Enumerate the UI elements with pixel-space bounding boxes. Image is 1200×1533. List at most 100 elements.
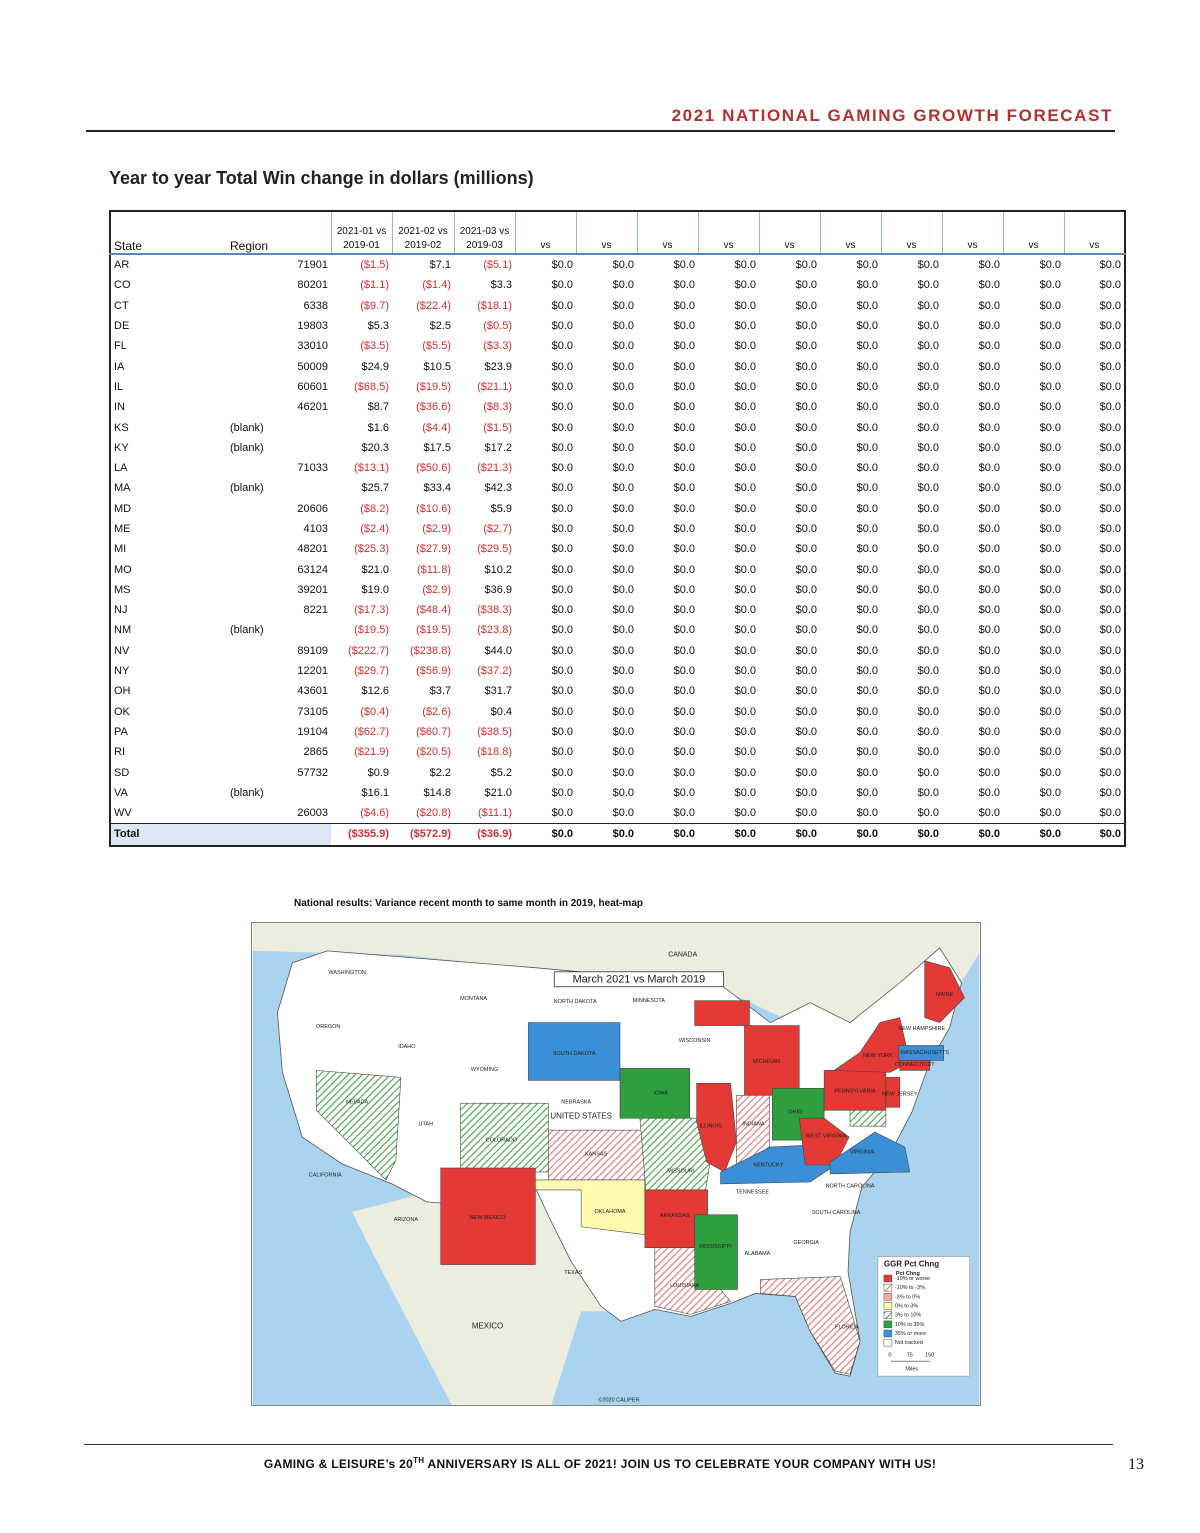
table-cell: $0.0 [795, 502, 817, 515]
legend-label: Not tracked [895, 1340, 923, 1346]
table-cell: ($238.8) [410, 644, 451, 657]
table-cell: $0.0 [795, 685, 817, 698]
table-cell: $0.0 [1039, 502, 1061, 515]
table-cell: $12.6 [361, 685, 389, 698]
table-cell: 50009 [297, 360, 328, 373]
table-cell: $0.0 [978, 360, 1000, 373]
table-cell: $0.0 [917, 725, 939, 738]
table-cell: (blank) [230, 624, 264, 637]
table-cell: ($21.3) [477, 462, 512, 475]
table-cell: $0.0 [795, 583, 817, 596]
table-cell: (blank) [230, 786, 264, 799]
table-cell: $0.0 [673, 380, 695, 393]
column-header: State [110, 211, 227, 255]
table-cell: $0.0 [673, 604, 695, 617]
table-cell: $31.7 [484, 685, 512, 698]
table-cell: $0.0 [1039, 441, 1061, 454]
table-cell: $0.0 [612, 583, 634, 596]
map-label: NEW HAMPSHIRE [898, 1026, 945, 1032]
table-cell: ($19.5) [354, 624, 389, 637]
column-header: vs [758, 211, 820, 255]
table-cell: KS [114, 421, 129, 434]
table-cell: $0.0 [978, 340, 1000, 353]
table-cell: $0.0 [612, 786, 634, 799]
table-cell: $0.0 [734, 705, 756, 718]
table-row: IN 46201 $8.7 ($36.6) ($8.3) $0.0 $0.0 $0.0 $0.0… [110, 397, 1125, 417]
table-cell: ($23.8) [477, 624, 512, 637]
map-label: SOUTH DAKOTA [553, 1051, 596, 1057]
state-shape [833, 1017, 911, 1073]
table-cell: 71901 [297, 259, 328, 272]
map-label: ARKANSAS [660, 1213, 690, 1219]
table-cell: $0.0 [795, 421, 817, 434]
table-cell: $0.0 [673, 299, 695, 312]
table-cell: $14.8 [423, 786, 451, 799]
table-cell: ($50.6) [416, 462, 451, 475]
table-cell: $0.0 [551, 685, 573, 698]
column-header: vs [1002, 211, 1064, 255]
table-cell: $0.0 [856, 583, 878, 596]
table-cell: $0.0 [673, 543, 695, 556]
map-label: PENNSYLVANIA [834, 1089, 875, 1095]
table-cell: $0.0 [734, 543, 756, 556]
state-shape [460, 1102, 549, 1173]
table-cell: ($21.1) [477, 380, 512, 393]
table-cell: $0.0 [917, 320, 939, 333]
table-cell: $21.0 [484, 786, 512, 799]
legend-items: -10% or worse -10% to -3% -3% to 0% 0% to 3… [883, 1274, 930, 1347]
table-cell: $0.0 [734, 746, 756, 759]
table-row: CO 80201 ($1.1) ($1.4) $3.3 $0.0 $0.0 $0.0 $0.0 $… [110, 275, 1125, 295]
table-row: MD 20606 ($8.2) ($10.6) $5.9 $0.0 $0.0 $0.0 $0.0… [110, 499, 1125, 519]
table-cell: MA [114, 482, 131, 495]
table-cell: ($1.5) [483, 421, 512, 434]
table-cell: $0.0 [1039, 705, 1061, 718]
table-cell: ($355.9) [331, 823, 392, 846]
table-cell: MI [114, 543, 127, 556]
table-cell: $0.0 [1099, 665, 1121, 678]
table-cell: $0.0 [917, 644, 939, 657]
table-cell: $0.0 [917, 786, 939, 799]
table-cell: ($21.9) [354, 746, 389, 759]
table-cell: $0.0 [795, 543, 817, 556]
legend-label: 3% to 10% [895, 1313, 922, 1319]
table-cell: ($8.3) [483, 401, 512, 414]
state-shapes [315, 960, 965, 1375]
table-cell: $0.0 [1099, 543, 1121, 556]
table-cell: $0.0 [612, 279, 634, 292]
table-cell: $0.0 [612, 523, 634, 535]
table-cell: $0.0 [917, 502, 939, 515]
map-label: MASSACHUSETTS [900, 1050, 949, 1056]
table-cell: $0.0 [673, 279, 695, 292]
table-cell: $0.0 [795, 482, 817, 495]
column-header: 2021-03 vs 2019-03 [453, 211, 515, 255]
table-cell: $0.0 [673, 360, 695, 373]
table-cell: $0.0 [978, 259, 1000, 272]
table-cell: $3.7 [429, 685, 451, 698]
table-cell: ($17.3) [354, 604, 389, 617]
map-label: MEXICO [472, 1321, 503, 1330]
table-cell: ($38.3) [477, 604, 512, 617]
table-cell: ($2.9) [422, 523, 451, 535]
map-label: MONTANA [460, 996, 487, 1002]
table-cell: $10.2 [484, 563, 512, 576]
table-row: NV 89109 ($222.7) ($238.8) $44.0 $0.0 $0.0 $0.0… [110, 641, 1125, 661]
table-cell: $0.0 [612, 401, 634, 414]
table-cell: $0.0 [978, 746, 1000, 759]
table-cell: $0.0 [734, 380, 756, 393]
table-cell: $0.0 [673, 482, 695, 495]
table-cell: $36.9 [484, 583, 512, 596]
table-cell: $0.0 [917, 299, 939, 312]
table-cell: $0.0 [551, 320, 573, 333]
table-cell: $20.3 [361, 441, 389, 454]
map-label: WYOMING [471, 1067, 498, 1073]
table-cell: ($22.4) [416, 299, 451, 312]
table-cell: $0.0 [1039, 563, 1061, 576]
table-cell: $17.5 [423, 441, 451, 454]
table-cell: ($36.6) [416, 401, 451, 414]
table-row: KS (blank) $1.6 ($4.4) ($1.5) $0.0 $0.0 $0.0 $0.… [110, 417, 1125, 437]
map-label: KANSAS [585, 1151, 608, 1157]
column-header: Region [227, 211, 331, 255]
table-cell: $0.0 [612, 604, 634, 617]
table-cell: ($11.8) [416, 563, 451, 576]
table-cell: $44.0 [484, 644, 512, 657]
